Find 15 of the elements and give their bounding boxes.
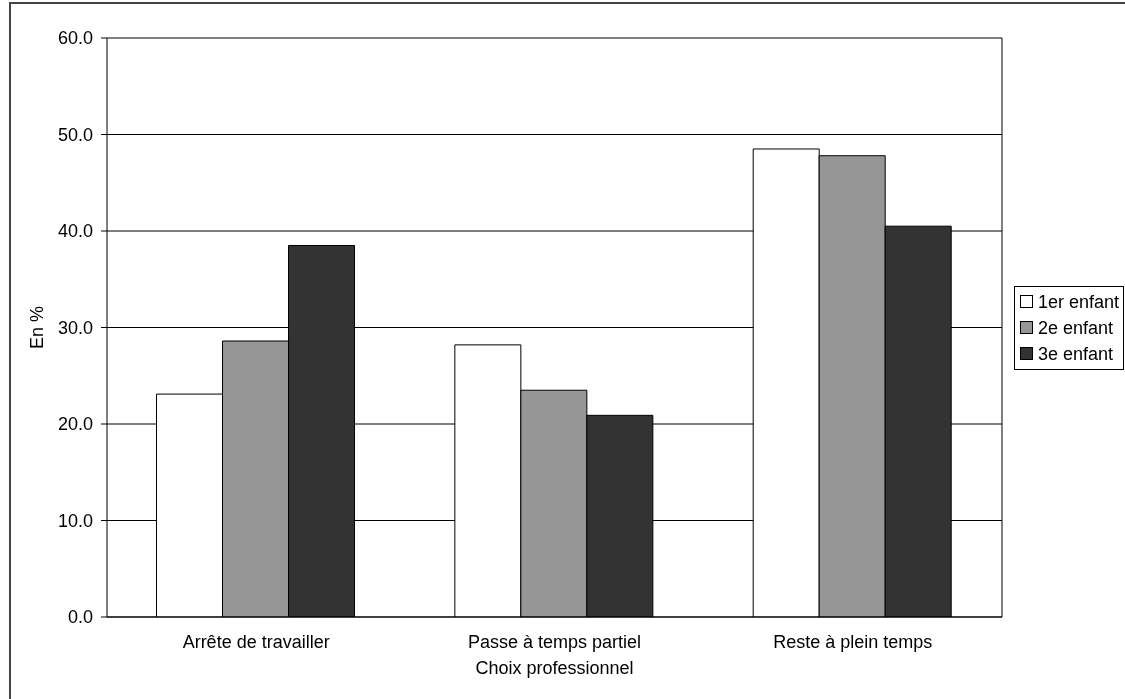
x-tick-label: Reste à plein temps <box>773 631 933 652</box>
y-tick-label: 50.0 <box>57 124 93 145</box>
legend-label: 3e enfant <box>1038 342 1114 366</box>
legend-label: 1er enfant <box>1038 290 1120 314</box>
y-tick-label: 20.0 <box>57 414 93 435</box>
y-tick-label: 40.0 <box>57 221 93 242</box>
y-tick-label: 10.0 <box>57 510 93 531</box>
y-tick-label: 30.0 <box>57 317 93 338</box>
y-axis-title: En % <box>27 305 47 350</box>
y-tick-label: 60.0 <box>57 28 93 49</box>
x-tick-label: Passe à temps partiel <box>467 631 642 652</box>
legend-label: 2e enfant <box>1038 316 1114 340</box>
x-axis-title: Choix professionnel <box>475 658 634 678</box>
y-tick-label: 0.0 <box>67 607 93 628</box>
x-tick-label: Arrête de travailler <box>182 631 330 652</box>
